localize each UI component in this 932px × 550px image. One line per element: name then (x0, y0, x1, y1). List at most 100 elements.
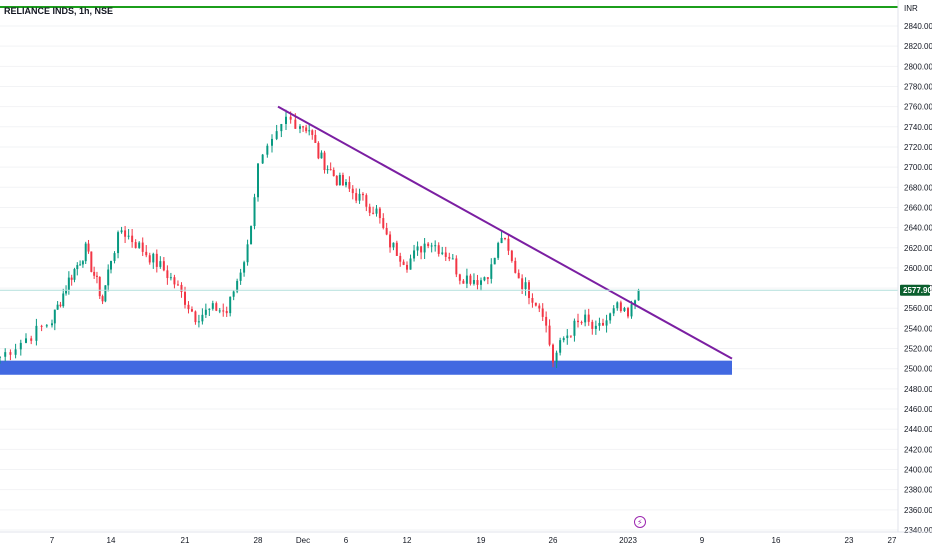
candle (437, 242, 440, 257)
price-tick-label: 2380.00 (904, 486, 932, 495)
candle (528, 280, 530, 305)
candle (524, 277, 527, 296)
candle (79, 260, 82, 266)
candle (451, 253, 454, 260)
price-tick-label: 2600.00 (904, 264, 932, 273)
candle (465, 268, 468, 289)
candle (145, 245, 148, 258)
candle (430, 242, 433, 253)
candle (559, 337, 562, 356)
candle (141, 237, 144, 257)
candle (215, 301, 218, 312)
candle (490, 258, 493, 284)
price-tick-label: 2440.00 (904, 425, 932, 434)
price-tick-label: 2780.00 (904, 82, 932, 91)
lightning-bolt-icon[interactable]: ⚡ (634, 516, 646, 528)
candle (514, 257, 517, 274)
candle (51, 319, 53, 328)
candle (332, 167, 335, 177)
candle (4, 348, 7, 362)
candle (87, 239, 90, 254)
candle (166, 265, 169, 285)
time-tick-label: 16 (772, 536, 781, 545)
candle (423, 238, 426, 259)
time-axis[interactable]: 7 14 21 28 Dec 6 12 19 26 2023 9 16 23 27 (50, 536, 897, 545)
candle (253, 193, 256, 230)
price-tick-label: 2540.00 (904, 324, 932, 333)
candle (416, 241, 419, 256)
candle (493, 257, 496, 265)
candle (497, 241, 500, 260)
price-tick-label: 2760.00 (904, 103, 932, 112)
support-zone[interactable] (0, 360, 732, 375)
candle (594, 320, 597, 335)
candle (358, 188, 361, 204)
candle (320, 150, 323, 159)
candle (275, 124, 278, 141)
price-tick-label: 2740.00 (904, 123, 932, 132)
candle (566, 329, 569, 345)
price-tick-label: 2460.00 (904, 405, 932, 414)
candle (101, 294, 104, 305)
candle (138, 241, 141, 249)
candle (472, 273, 475, 286)
price-tick-label: 2720.00 (904, 143, 932, 152)
candle (90, 251, 93, 273)
candle (187, 301, 190, 314)
candle (148, 252, 151, 265)
candle (476, 274, 479, 290)
candle (98, 276, 101, 300)
candle (107, 264, 110, 292)
candle (271, 134, 273, 153)
price-tick-label: 2520.00 (904, 345, 932, 354)
price-tick-label: 2340.00 (904, 526, 932, 535)
candle (159, 256, 162, 269)
price-axis[interactable]: 2340.00 2360.00 2380.00 2400.00 2420.00 2440.… (904, 22, 932, 535)
candle (236, 278, 239, 294)
trendline[interactable] (277, 105, 733, 360)
candle (280, 123, 283, 138)
candle (338, 172, 341, 186)
price-tick-label: 2800.00 (904, 62, 932, 71)
candle (261, 153, 264, 164)
candle (348, 176, 351, 192)
candle (84, 241, 87, 265)
candle (124, 225, 127, 244)
candle (218, 307, 221, 314)
time-tick-label: 2023 (619, 536, 637, 545)
candle (194, 310, 197, 325)
candle (190, 306, 193, 313)
candle (326, 165, 329, 174)
candle (368, 203, 371, 217)
candle (299, 124, 301, 134)
candle (81, 260, 84, 268)
candle (76, 262, 79, 276)
price-tick-label: 2420.00 (904, 445, 932, 454)
price-tick-label: 2480.00 (904, 385, 932, 394)
candle (266, 143, 269, 158)
price-tick-label: 2640.00 (904, 224, 932, 233)
candle (486, 277, 489, 285)
candle (308, 123, 311, 136)
candle (14, 343, 17, 359)
candle (30, 335, 33, 345)
time-tick-label: 26 (549, 536, 558, 545)
candle (605, 314, 608, 333)
time-tick-label: 28 (254, 536, 263, 545)
candle (552, 343, 554, 368)
candle (609, 312, 612, 324)
candle (389, 231, 392, 253)
candle (45, 324, 48, 328)
current-price-label: 2577.90 (900, 284, 932, 296)
candle (246, 239, 249, 266)
candle (372, 206, 375, 215)
candle (402, 259, 405, 266)
candle (500, 230, 503, 244)
candle (573, 318, 576, 342)
candle (93, 266, 96, 279)
candle (355, 188, 358, 204)
candle (314, 129, 317, 144)
candle (413, 244, 416, 262)
candle (25, 333, 27, 344)
